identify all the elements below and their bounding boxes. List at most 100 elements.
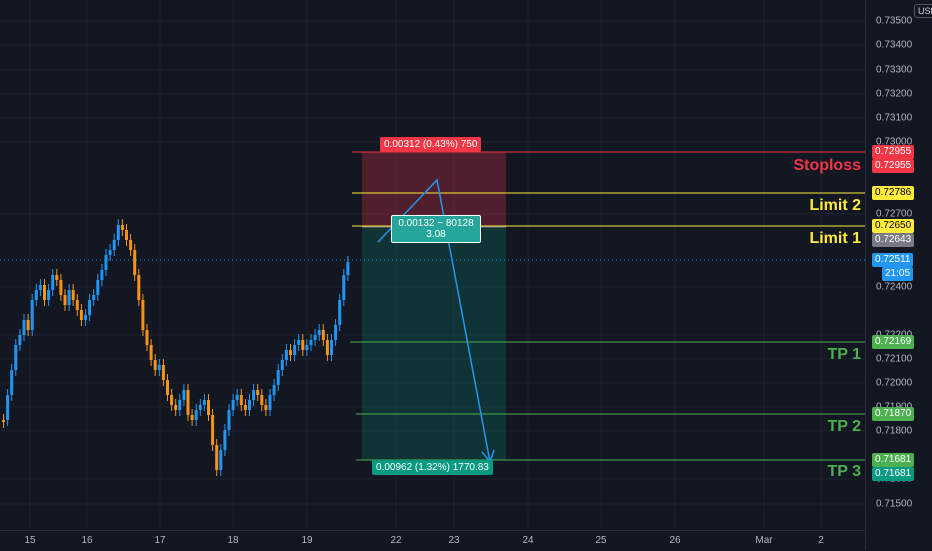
tp1-label: TP 1 (827, 346, 862, 363)
time-tick-label: 23 (448, 535, 460, 546)
tp2-price-tag: 0.71870 (872, 407, 915, 421)
tp3-extra-price-tag: 0.71681 (872, 467, 915, 481)
limit1-label: Limit 1 (809, 230, 861, 247)
candle-body (190, 415, 194, 420)
candle-body (186, 390, 190, 415)
candle-body (125, 230, 128, 240)
candle-body (330, 340, 333, 355)
candle-body (153, 360, 157, 370)
candle-body (100, 270, 104, 280)
stoploss-label: Stoploss (793, 157, 861, 174)
time-tick-label: 26 (669, 535, 681, 546)
tp2-label: TP 2 (827, 418, 862, 435)
stoploss-price-tag-2: 0.72955 (872, 159, 915, 173)
candle-body (166, 380, 169, 395)
price-axis[interactable]: USD 0.73500 0.73400 0.73300 0.73200 0.73100 0… (865, 0, 932, 550)
time-tick-label: 22 (390, 535, 402, 546)
candle-body (202, 400, 206, 405)
candle-body (338, 300, 342, 325)
candle-body (38, 285, 42, 290)
current-price-tag: 0.72511 (872, 253, 914, 267)
price-tick-label: 0.73400 (876, 39, 913, 51)
candle-body (14, 345, 18, 370)
candle-body (30, 300, 34, 330)
price-tick-label: 0.72000 (876, 377, 913, 389)
time-tick-label: 15 (24, 535, 36, 546)
price-tick-label: 0.73000 (876, 136, 913, 148)
candle-body (59, 280, 63, 295)
candle-body (334, 325, 338, 340)
stop-zone (362, 152, 506, 227)
entry-info-line1: 0.00132 ~ 80128 (398, 218, 474, 229)
time-tick-label: 25 (595, 535, 607, 546)
time-tick-label: 17 (154, 535, 166, 546)
price-tick-label: 0.72100 (876, 353, 913, 365)
candle-body (51, 275, 55, 290)
candle-body (317, 330, 321, 335)
candle-body (198, 405, 202, 410)
candle-body (297, 340, 301, 345)
limit2-price-tag: 0.72786 (872, 186, 915, 200)
candle-body (161, 365, 165, 380)
candle-body (174, 405, 178, 410)
candle-body (137, 275, 141, 300)
candle-body (34, 290, 38, 300)
entry-info-box[interactable]: 0.00132 ~ 80128 3.08 (391, 215, 481, 243)
candle-body (6, 395, 10, 420)
candle-body (293, 345, 297, 355)
candle-body (18, 335, 22, 345)
candle-body (256, 390, 260, 395)
price-chart[interactable]: 0.00312 (0.43%) 750 0.00132 ~ 80128 3.08… (0, 0, 865, 530)
candle-body (252, 390, 256, 400)
candle-body (157, 365, 161, 370)
time-tick-label: 19 (301, 535, 313, 546)
candle-body (231, 400, 235, 410)
candle-body (321, 330, 325, 340)
tp3-price-tag: 0.71681 (872, 453, 915, 467)
candle-body (260, 395, 264, 405)
time-tick-label: 18 (227, 535, 239, 546)
price-tick-label: 0.73300 (876, 64, 913, 76)
candle-body (305, 345, 309, 350)
candle-body (22, 320, 26, 335)
price-tick-label: 0.73100 (876, 112, 913, 124)
time-tick-label: 16 (81, 535, 93, 546)
candle-body (264, 405, 268, 410)
candle-body (116, 225, 120, 240)
candle-body (313, 335, 317, 340)
price-tick-label: 0.71800 (876, 425, 913, 437)
time-axis[interactable]: 15 16 17 18 19 22 23 24 25 26 Mar 2 (0, 530, 865, 551)
tp3-label: TP 3 (827, 463, 862, 480)
candle-body (96, 280, 100, 295)
candle-body (26, 320, 30, 330)
limit1-price-tag: 0.72650 (872, 219, 915, 233)
candle-body (276, 370, 280, 385)
candle-body (55, 275, 59, 280)
entry-info-line2: 3.08 (426, 229, 446, 240)
target-zone (362, 227, 506, 460)
candle-body (215, 445, 219, 470)
candle-body (268, 395, 272, 410)
candle-body (79, 310, 83, 320)
candle-body (342, 275, 346, 300)
candle-body (284, 350, 288, 360)
candle-body (88, 300, 92, 315)
candle-body (67, 290, 71, 305)
countdown-tag: 21:05 (882, 267, 914, 281)
candle-body (211, 415, 215, 445)
target-info-box: 0.00962 (1.32%) 1770.83 (372, 460, 493, 475)
candle-body (120, 225, 124, 230)
price-tick-label: 0.72400 (876, 281, 913, 293)
currency-label[interactable]: USD (914, 4, 932, 18)
stop-info-box: 0.00312 (0.43%) 750 (380, 137, 482, 152)
candle-body (223, 430, 227, 450)
chart-canvas[interactable] (0, 0, 865, 530)
candle-body (170, 395, 174, 405)
candle-body (301, 340, 305, 350)
candle-body (149, 345, 153, 360)
candle-body (71, 290, 75, 300)
limit2-label: Limit 2 (809, 197, 861, 214)
price-tick-label: 0.73200 (876, 88, 913, 100)
price-tick-label: 0.73500 (876, 15, 913, 27)
candle-body (207, 400, 210, 415)
